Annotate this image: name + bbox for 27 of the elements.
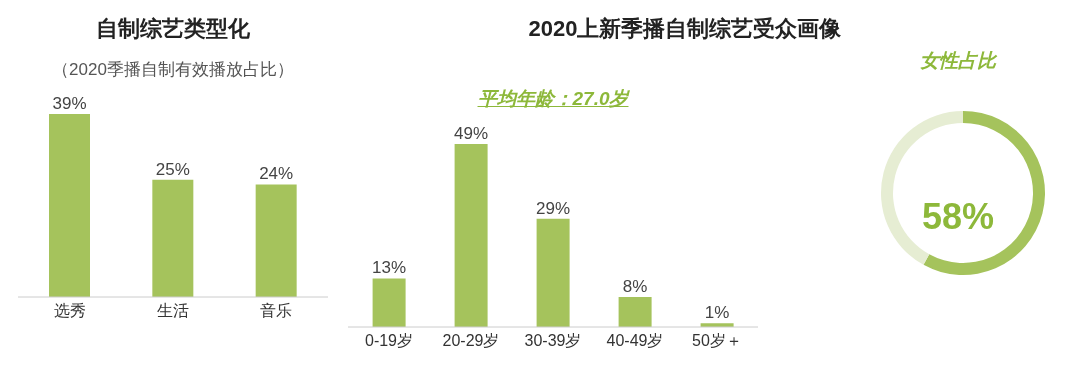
data-label: 39%: [52, 94, 87, 113]
bar: [454, 144, 488, 327]
data-label: 13%: [372, 258, 407, 278]
chart-subtitle: （2020季播自制有效播放占比）: [51, 59, 295, 81]
bar: [536, 218, 570, 327]
chart-title: 女性占比: [919, 49, 998, 73]
x-tick-label: 选秀: [53, 302, 86, 320]
bar: [618, 297, 652, 327]
x-tick-label: 音乐: [260, 302, 293, 320]
data-label: 49%: [454, 124, 489, 143]
x-tick-label: 50岁＋: [692, 332, 742, 350]
data-label: 25%: [155, 159, 190, 179]
chart-title: 自制综艺类型化: [95, 15, 251, 43]
x-tick-label: 0-19岁: [364, 332, 414, 350]
chart-title: 2020上新季播自制综艺受众画像: [527, 15, 843, 43]
x-tick-label: 30-39岁: [524, 332, 582, 350]
x-tick-label: 40-49岁: [606, 332, 664, 350]
data-label: 58%: [920, 196, 996, 238]
bar: [372, 278, 406, 327]
data-label: 1%: [704, 303, 730, 323]
chart-subtitle: 平均年龄：27.0岁: [476, 87, 631, 111]
data-label: 8%: [622, 277, 648, 297]
donut-slice: [923, 111, 1045, 275]
x-tick-label: 20-29岁: [442, 332, 500, 350]
x-tick-label: 生活: [157, 302, 189, 320]
data-label: 24%: [259, 164, 294, 184]
data-label: 29%: [536, 198, 571, 218]
